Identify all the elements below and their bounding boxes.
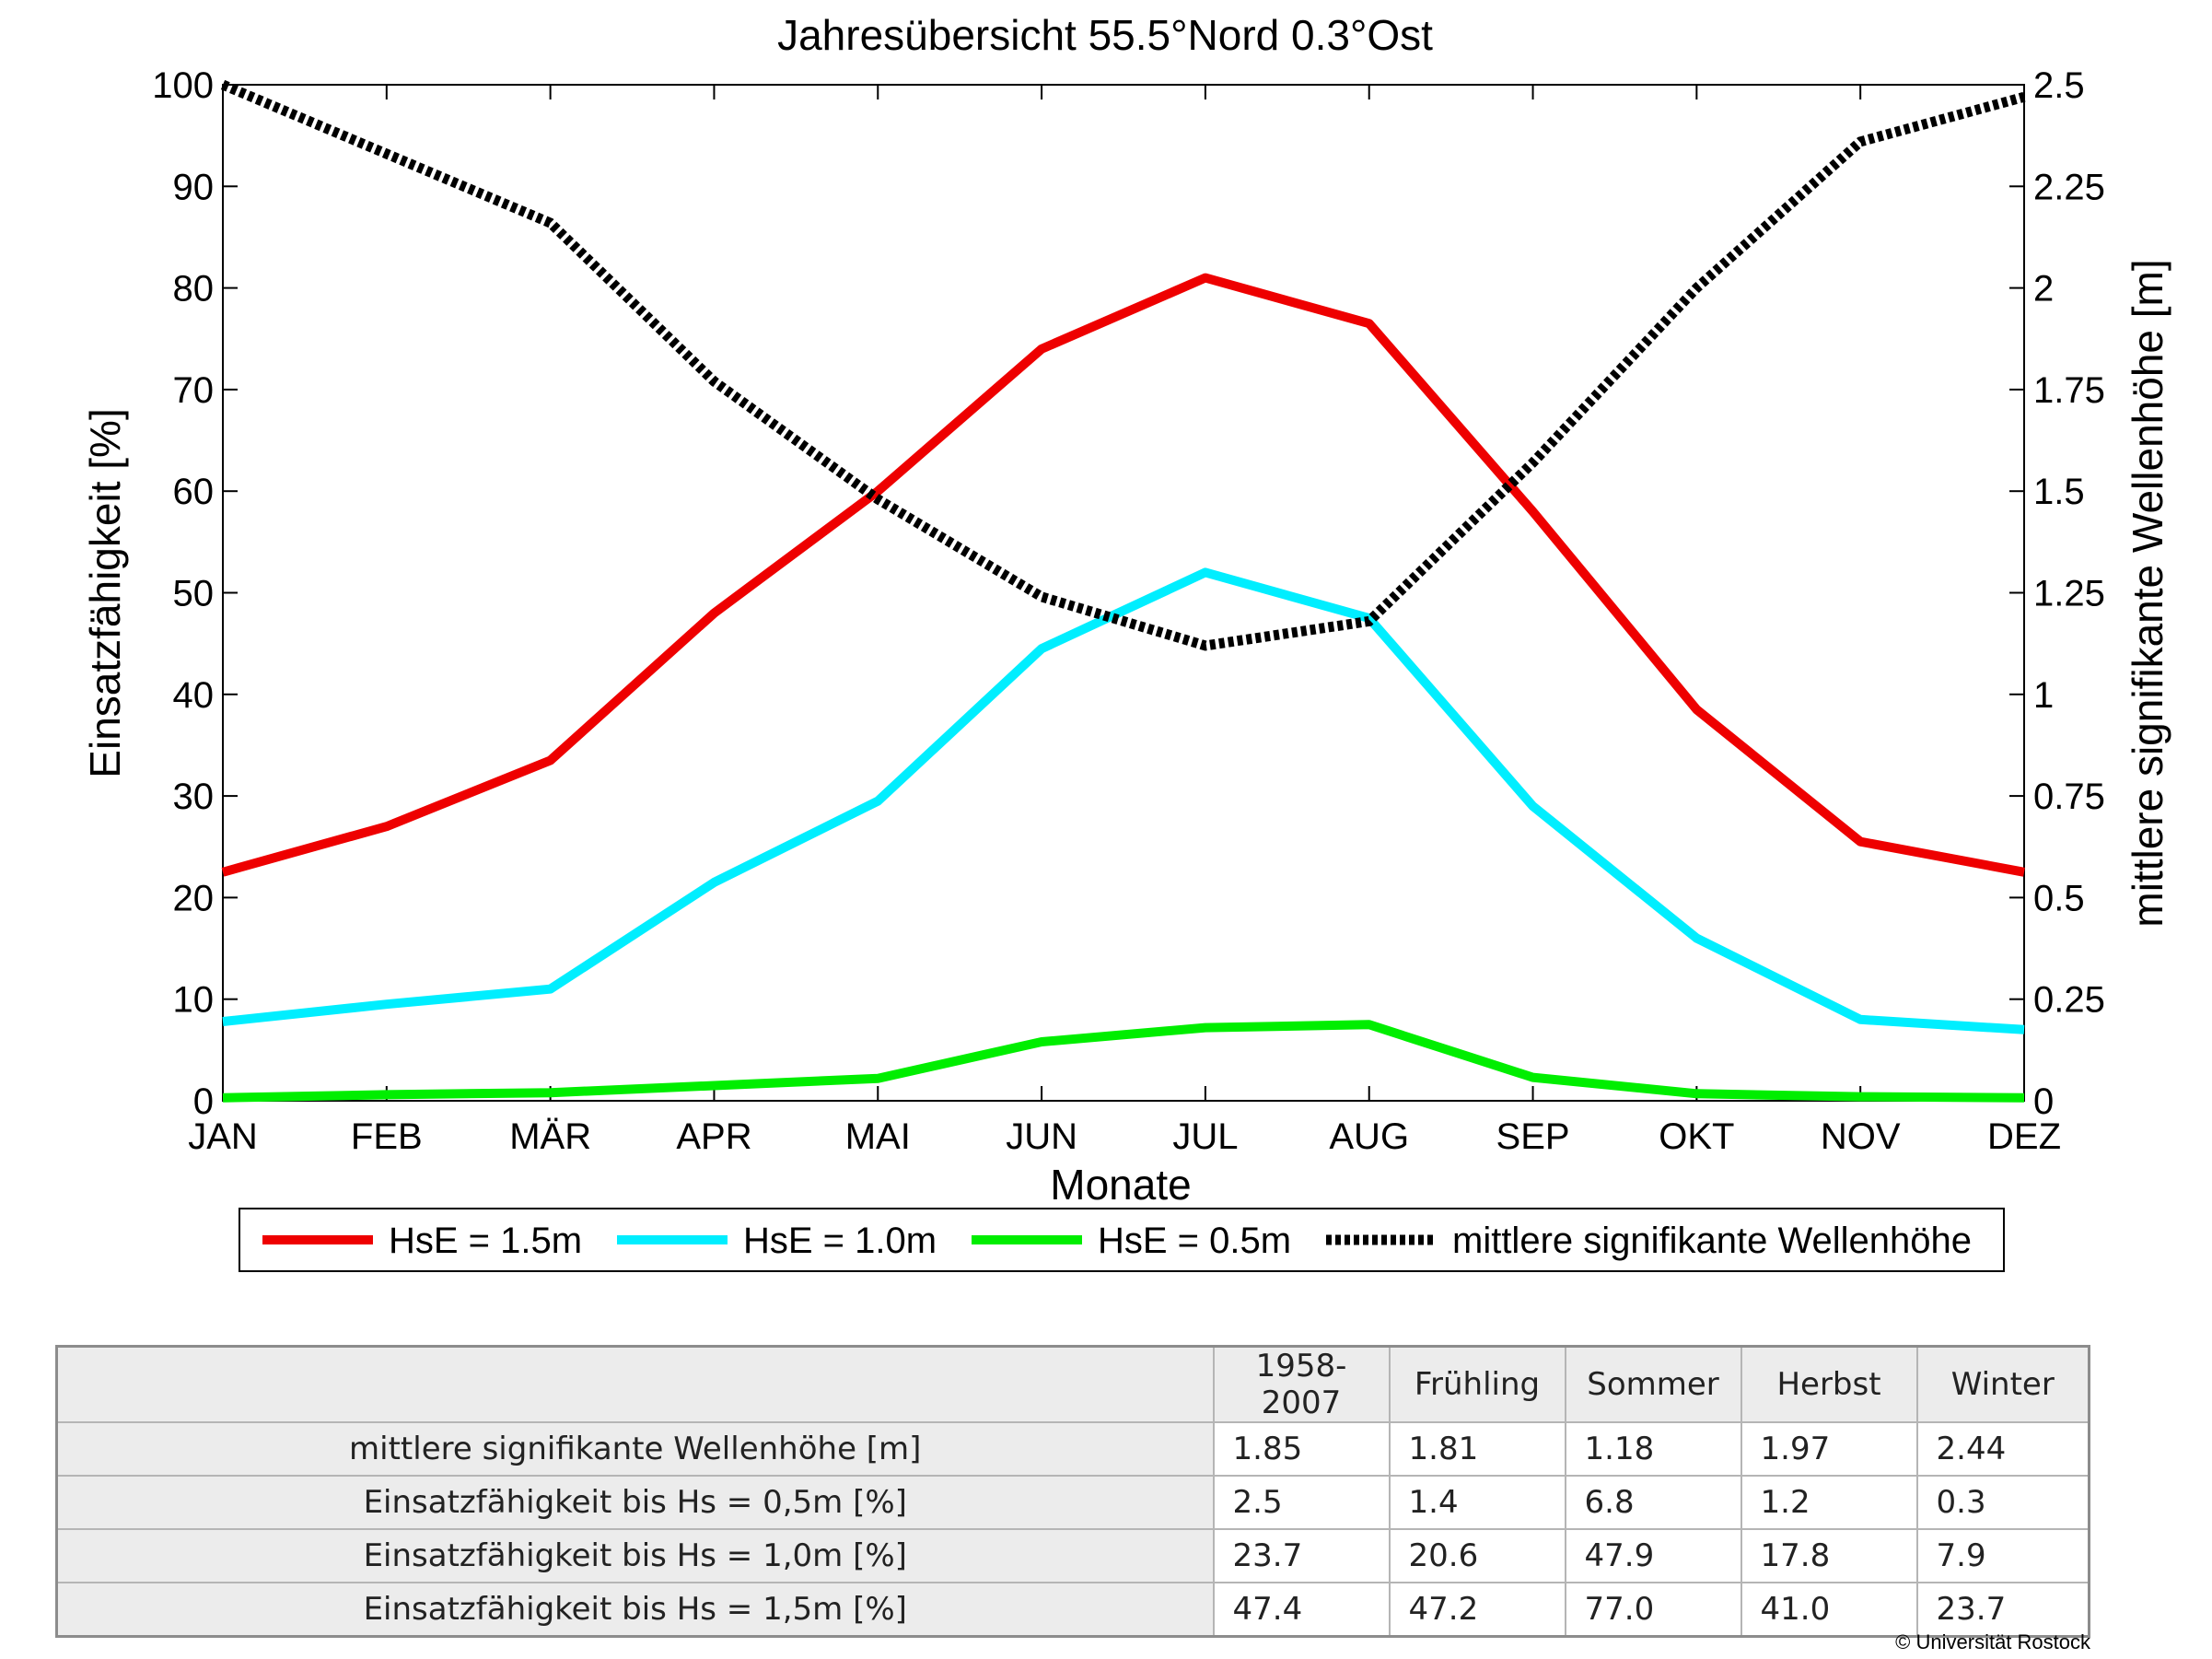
table-cell: 2.44 — [1915, 1421, 2090, 1477]
x-tick-label: MÄR — [509, 1116, 591, 1157]
x-tick-label: NOV — [1821, 1116, 1901, 1157]
y-left-tick-label: 20 — [173, 878, 215, 918]
table-cell: 17.8 — [1740, 1528, 1918, 1583]
y-left-tick-label: 70 — [173, 370, 215, 411]
legend-label: HsE = 1.5m — [389, 1221, 582, 1261]
table-cell: 20.6 — [1388, 1528, 1566, 1583]
series-line-1 — [222, 567, 2025, 1034]
table-cell: 47.9 — [1564, 1528, 1742, 1583]
legend-entries: HsE = 1.5m HsE = 1.0m HsE = 0.5m mittlere s… — [262, 1221, 1972, 1261]
y-left-axis-title: Einsatzfähigkeit [%] — [81, 408, 129, 777]
table-cell: 1.85 — [1212, 1421, 1391, 1477]
table-cell: 1.81 — [1388, 1421, 1566, 1477]
table-cell: 23.7 — [1915, 1582, 2090, 1638]
y-left-tick-label: 90 — [173, 167, 215, 207]
table-cell: 6.8 — [1564, 1475, 1742, 1530]
series-lines — [220, 79, 2026, 1103]
table-row: mittlere signifikante Wellenhöhe [m] 1.8… — [55, 1421, 2090, 1477]
y-left-tick-label: 80 — [173, 269, 215, 310]
table-cell: 77.0 — [1564, 1582, 1742, 1638]
table-header-cell: Herbst — [1740, 1345, 1918, 1423]
y-right-tick-label: 1.25 — [2033, 574, 2105, 614]
table-header-cell: Winter — [1915, 1345, 2090, 1423]
table-cell: 1.2 — [1740, 1475, 1918, 1530]
y-left-tick-labels: 0 10 20 30 40 50 60 70 80 90 100 — [152, 65, 214, 1122]
y-right-tick-label: 0.75 — [2033, 777, 2105, 817]
table-header-row: 1958-2007 Frühling Sommer Herbst Winter — [55, 1345, 2090, 1423]
x-tick-label: FEB — [351, 1116, 423, 1157]
y-right-tick-label: 0 — [2033, 1081, 2054, 1122]
x-tick-label: JAN — [188, 1116, 258, 1157]
y-left-tick-label: 40 — [173, 675, 215, 716]
x-tick-label: JUL — [1172, 1116, 1238, 1157]
x-tick-label: SEP — [1496, 1116, 1570, 1157]
y-right-tick-label: 2.5 — [2033, 65, 2085, 106]
legend — [239, 1208, 2005, 1272]
table-corner-cell — [55, 1345, 1215, 1423]
table-cell: 47.4 — [1212, 1582, 1391, 1638]
table-row: Einsatzfähigkeit bis Hs = 1,0m [%] 23.7 … — [55, 1528, 2090, 1583]
y-left-tick-label: 50 — [173, 574, 215, 614]
y-right-tick-label: 1.75 — [2033, 370, 2105, 411]
summary-table: 1958-2007 Frühling Sommer Herbst Winter … — [55, 1345, 2090, 1638]
table-cell: 1.18 — [1564, 1421, 1742, 1477]
x-tick-label: APR — [676, 1116, 751, 1157]
y-left-tick-label: 30 — [173, 777, 215, 817]
y-right-tick-label: 1.5 — [2033, 472, 2085, 512]
y-right-tick-label: 2.25 — [2033, 167, 2105, 207]
series-line-3 — [220, 79, 2026, 651]
series-line-2 — [222, 1020, 2025, 1103]
x-tick-label: DEZ — [1987, 1116, 2061, 1157]
legend-label: HsE = 0.5m — [1098, 1221, 1291, 1261]
y-right-tick-label: 0.5 — [2033, 878, 2085, 918]
table-row-label: Einsatzfähigkeit bis Hs = 1,5m [%] — [55, 1582, 1215, 1638]
x-tick-label: MAI — [845, 1116, 911, 1157]
legend-label: HsE = 1.0m — [743, 1221, 937, 1261]
table-header-cell: 1958-2007 — [1212, 1345, 1391, 1423]
table-row-label: Einsatzfähigkeit bis Hs = 0,5m [%] — [55, 1475, 1215, 1530]
table-cell: 47.2 — [1388, 1582, 1566, 1638]
table-row: Einsatzfähigkeit bis Hs = 1,5m [%] 47.4 … — [55, 1582, 2090, 1638]
table-row: Einsatzfähigkeit bis Hs = 0,5m [%] 2.5 1… — [55, 1475, 2090, 1530]
chart: Jahresübersicht 55.5°Nord 0.3°Ost JAN FEB… — [81, 11, 2171, 1272]
y-right-tick-labels: 0 0.25 0.5 0.75 1 1.25 1.5 1.75 2 2.25 2.5 — [2033, 65, 2105, 1122]
x-tick-label: AUG — [1329, 1116, 1409, 1157]
series-line-0 — [221, 273, 2025, 877]
table-cell: 7.9 — [1915, 1528, 2090, 1583]
x-axis-title: Monate — [1050, 1161, 1191, 1209]
table-cell: 1.97 — [1740, 1421, 1918, 1477]
y-right-tick-label: 1 — [2033, 675, 2054, 716]
copyright-notice: © Universität Rostock — [1895, 1630, 2090, 1653]
chart-title: Jahresübersicht 55.5°Nord 0.3°Ost — [777, 11, 1433, 59]
table-cell: 2.5 — [1212, 1475, 1391, 1530]
y-left-tick-label: 100 — [152, 65, 214, 106]
x-tick-label: OKT — [1659, 1116, 1734, 1157]
axis-ticks — [222, 84, 2025, 1102]
table-row-label: mittlere signifikante Wellenhöhe [m] — [55, 1421, 1215, 1477]
table-cell: 23.7 — [1212, 1528, 1391, 1583]
y-left-tick-label: 60 — [173, 472, 215, 512]
y-left-tick-label: 0 — [193, 1081, 214, 1122]
y-right-tick-label: 0.25 — [2033, 980, 2105, 1021]
table-cell: 0.3 — [1915, 1475, 2090, 1530]
y-right-axis-title: mittlere signifikante Wellenhöhe [m] — [2124, 259, 2171, 927]
y-left-tick-label: 10 — [173, 980, 215, 1021]
x-tick-labels: JAN FEB MÄR APR MAI JUN JUL AUG SEP OKT NOV DEZ — [188, 1116, 2061, 1157]
table-cell: 41.0 — [1740, 1582, 1918, 1638]
table-header-cell: Sommer — [1564, 1345, 1742, 1423]
table-header-cell: Frühling — [1388, 1345, 1566, 1423]
legend-label: mittlere signifikante Wellenhöhe — [1452, 1221, 1972, 1261]
x-tick-label: JUN — [1006, 1116, 1077, 1157]
y-right-tick-label: 2 — [2033, 269, 2054, 310]
table-cell: 1.4 — [1388, 1475, 1566, 1530]
table-row-label: Einsatzfähigkeit bis Hs = 1,0m [%] — [55, 1528, 1215, 1583]
